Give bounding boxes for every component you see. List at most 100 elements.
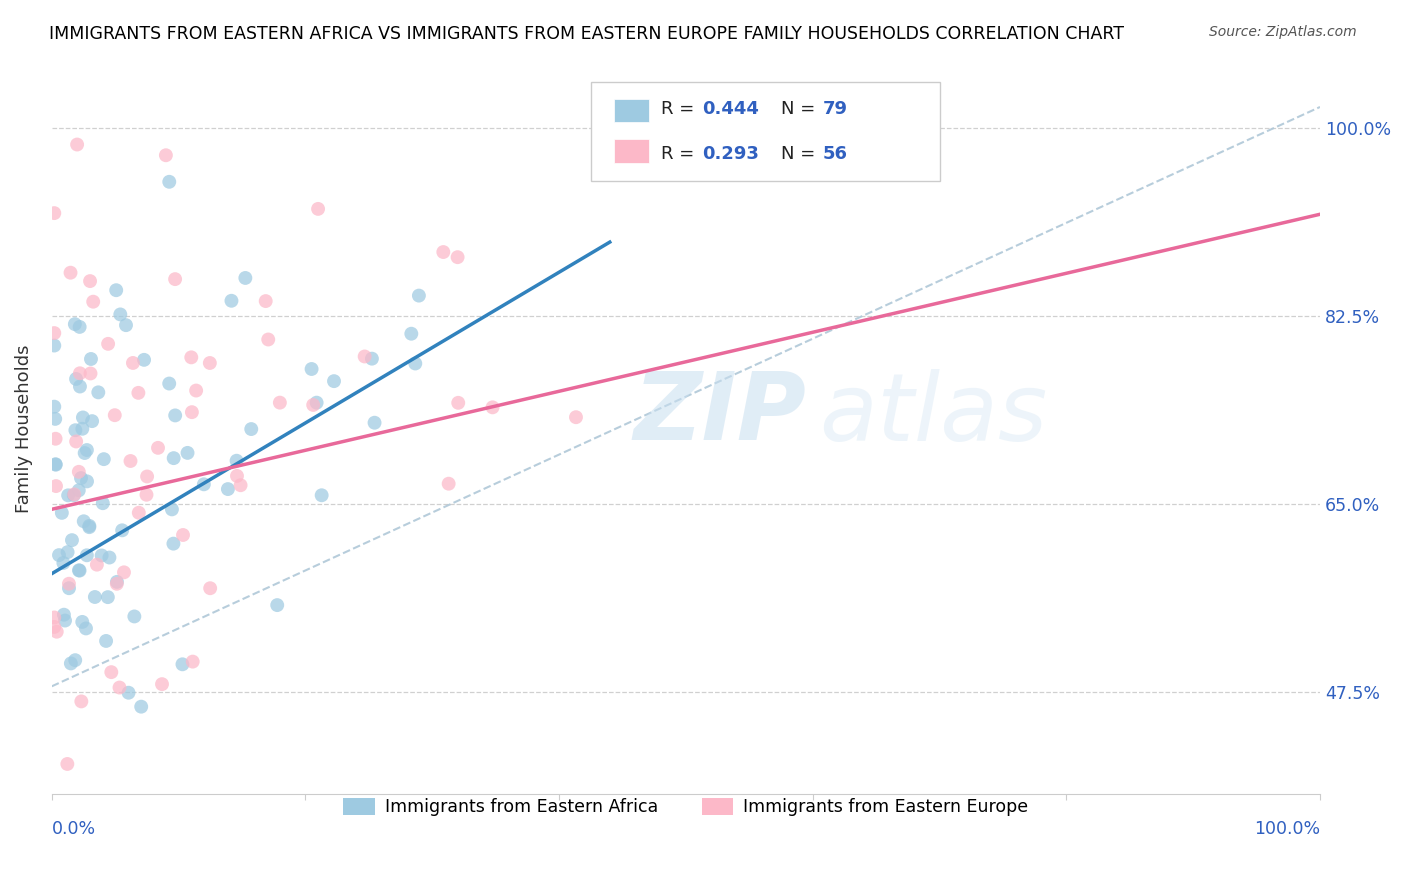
Text: N =: N =	[780, 145, 821, 163]
Point	[56, 756, 79, 771]
Point	[63, 488, 86, 502]
Point	[257, 333, 280, 347]
FancyBboxPatch shape	[613, 139, 650, 162]
Point	[45, 624, 67, 639]
Point	[491, 819, 513, 833]
Point	[63, 317, 86, 331]
Point	[80, 414, 103, 428]
Point	[115, 318, 138, 333]
Point	[198, 581, 221, 595]
Point	[76, 443, 98, 458]
Point	[79, 519, 101, 533]
Point	[93, 452, 115, 467]
Point	[65, 423, 87, 437]
Point	[229, 478, 252, 492]
Point	[53, 614, 76, 628]
Point	[437, 476, 460, 491]
Point	[307, 202, 329, 216]
Point	[45, 432, 67, 446]
Point	[75, 622, 97, 636]
Point	[66, 137, 89, 152]
Point	[48, 548, 70, 562]
Point	[176, 446, 198, 460]
Point	[52, 607, 75, 622]
Point	[83, 590, 105, 604]
Text: Source: ZipAtlas.com: Source: ZipAtlas.com	[1209, 25, 1357, 39]
Point	[44, 620, 66, 634]
Point	[70, 471, 93, 485]
Point	[127, 385, 149, 400]
Point	[56, 545, 79, 559]
Point	[44, 326, 66, 340]
Point	[67, 483, 90, 498]
Point	[98, 550, 121, 565]
Point	[323, 374, 346, 388]
Point	[59, 266, 82, 280]
Point	[104, 408, 127, 422]
Point	[408, 288, 430, 302]
Point	[180, 351, 202, 365]
Point	[432, 245, 454, 260]
Point	[217, 482, 239, 496]
Point	[128, 506, 150, 520]
Point	[69, 379, 91, 393]
Point	[404, 356, 426, 370]
Point	[361, 351, 384, 366]
Point	[72, 615, 94, 629]
Point	[221, 293, 243, 308]
Point	[122, 356, 145, 370]
Point	[301, 362, 323, 376]
Point	[105, 574, 128, 589]
Point	[112, 566, 135, 580]
Text: 0.0%: 0.0%	[52, 821, 96, 838]
Text: R =: R =	[661, 100, 700, 119]
Y-axis label: Family Households: Family Households	[15, 344, 32, 513]
Point	[59, 657, 82, 671]
Point	[51, 506, 73, 520]
Point	[117, 686, 139, 700]
Point	[65, 434, 87, 449]
Point	[240, 422, 263, 436]
Point	[193, 477, 215, 491]
Text: atlas: atlas	[820, 368, 1047, 459]
Point	[305, 395, 328, 409]
Text: 0.444: 0.444	[703, 100, 759, 119]
Point	[56, 488, 79, 502]
Point	[45, 457, 67, 471]
Point	[72, 422, 94, 436]
Point	[63, 653, 86, 667]
Point	[135, 488, 157, 502]
Point	[266, 598, 288, 612]
Point	[157, 376, 180, 391]
Point	[79, 520, 101, 534]
Point	[80, 351, 103, 366]
Point	[69, 366, 91, 380]
Point	[198, 356, 221, 370]
Text: 100.0%: 100.0%	[1254, 821, 1320, 838]
Point	[108, 681, 131, 695]
Point	[86, 558, 108, 572]
Point	[165, 409, 187, 423]
Point	[157, 175, 180, 189]
Point	[76, 549, 98, 563]
Point	[70, 694, 93, 708]
Point	[146, 441, 169, 455]
Point	[94, 634, 117, 648]
Point	[44, 338, 66, 352]
Point	[160, 502, 183, 516]
Text: IMMIGRANTS FROM EASTERN AFRICA VS IMMIGRANTS FROM EASTERN EUROPE FAMILY HOUSEHOL: IMMIGRANTS FROM EASTERN AFRICA VS IMMIGR…	[49, 25, 1125, 43]
Point	[67, 563, 90, 577]
Point	[447, 396, 470, 410]
Point	[402, 824, 425, 838]
Point	[67, 465, 90, 479]
Text: R =: R =	[661, 145, 700, 163]
Point	[97, 336, 120, 351]
Point	[69, 319, 91, 334]
Point	[44, 412, 66, 426]
Point	[91, 496, 114, 510]
Point	[105, 576, 128, 591]
Point	[82, 294, 104, 309]
Point	[97, 590, 120, 604]
Point	[136, 469, 159, 483]
Point	[401, 326, 423, 341]
